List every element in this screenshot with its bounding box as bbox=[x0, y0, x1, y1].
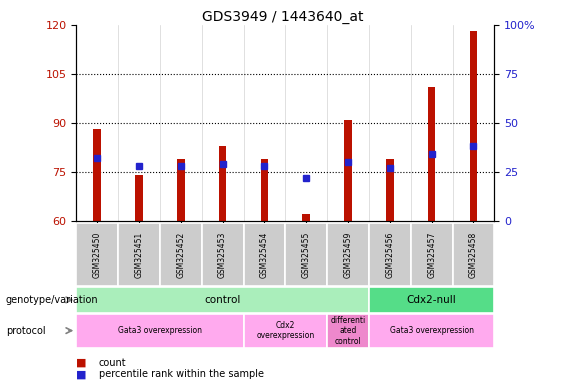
Bar bbox=[177, 159, 185, 221]
Bar bbox=[135, 175, 143, 221]
Bar bbox=[219, 146, 227, 221]
Text: GSM325458: GSM325458 bbox=[469, 231, 478, 278]
Text: GSM325459: GSM325459 bbox=[344, 231, 353, 278]
Bar bbox=[76, 223, 118, 286]
Bar bbox=[76, 287, 369, 313]
Text: count: count bbox=[99, 358, 127, 368]
Text: GSM325452: GSM325452 bbox=[176, 231, 185, 278]
Bar bbox=[285, 223, 327, 286]
Bar bbox=[202, 223, 244, 286]
Text: GSM325454: GSM325454 bbox=[260, 231, 269, 278]
Text: Cdx2-null: Cdx2-null bbox=[407, 295, 457, 305]
Bar bbox=[369, 314, 494, 348]
Text: ■: ■ bbox=[76, 358, 87, 368]
Bar bbox=[327, 223, 369, 286]
Bar bbox=[470, 31, 477, 221]
Bar bbox=[344, 120, 352, 221]
Bar bbox=[160, 223, 202, 286]
Text: protocol: protocol bbox=[6, 326, 45, 336]
Text: Gata3 overexpression: Gata3 overexpression bbox=[390, 326, 473, 335]
Bar bbox=[386, 159, 394, 221]
Text: Gata3 overexpression: Gata3 overexpression bbox=[118, 326, 202, 335]
Bar bbox=[260, 159, 268, 221]
Bar bbox=[369, 223, 411, 286]
Text: genotype/variation: genotype/variation bbox=[6, 295, 98, 305]
Bar bbox=[453, 223, 494, 286]
Text: GSM325450: GSM325450 bbox=[93, 231, 102, 278]
Text: differenti
ated
control: differenti ated control bbox=[331, 316, 366, 346]
Bar bbox=[93, 129, 101, 221]
Text: GSM325455: GSM325455 bbox=[302, 231, 311, 278]
Bar bbox=[244, 314, 327, 348]
Bar bbox=[302, 214, 310, 221]
Text: control: control bbox=[205, 295, 241, 305]
Text: ■: ■ bbox=[76, 369, 87, 379]
Bar bbox=[118, 223, 160, 286]
Text: GSM325456: GSM325456 bbox=[385, 231, 394, 278]
Bar bbox=[327, 314, 369, 348]
Bar bbox=[411, 223, 453, 286]
Text: percentile rank within the sample: percentile rank within the sample bbox=[99, 369, 264, 379]
Text: GSM325457: GSM325457 bbox=[427, 231, 436, 278]
Text: GSM325453: GSM325453 bbox=[218, 231, 227, 278]
Bar bbox=[76, 314, 244, 348]
Bar bbox=[369, 287, 494, 313]
Text: Cdx2
overexpression: Cdx2 overexpression bbox=[256, 321, 315, 340]
Bar bbox=[244, 223, 285, 286]
Text: GSM325451: GSM325451 bbox=[134, 231, 144, 278]
Bar bbox=[428, 87, 436, 221]
Text: GDS3949 / 1443640_at: GDS3949 / 1443640_at bbox=[202, 10, 363, 23]
